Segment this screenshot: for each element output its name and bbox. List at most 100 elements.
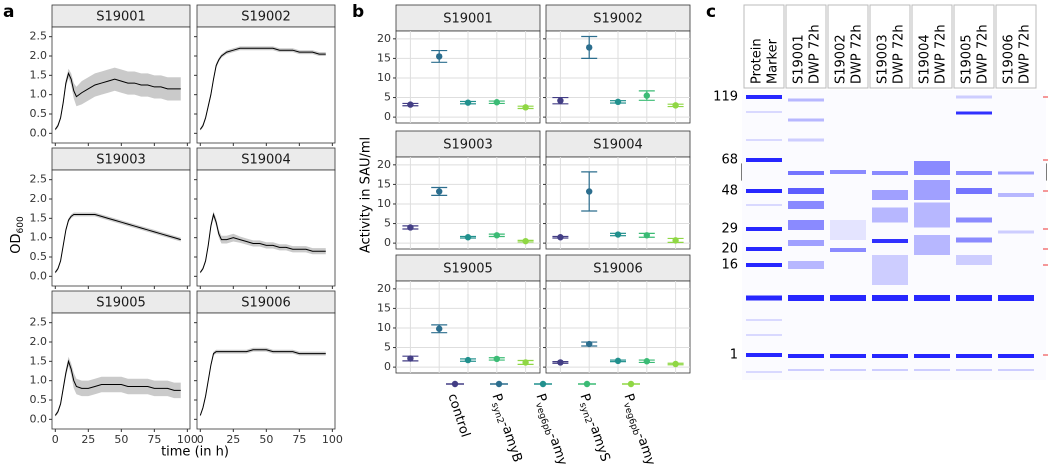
point <box>557 97 564 104</box>
legend-label: Psyn2-amyS <box>575 392 613 464</box>
marker-label: 16 <box>721 258 738 273</box>
strip <box>395 130 541 158</box>
gel-band <box>746 95 782 99</box>
gel-band <box>746 204 782 206</box>
panel-letter: c <box>706 2 716 22</box>
point <box>464 234 472 241</box>
y-tick-label: 2.5 <box>30 173 48 186</box>
legend-label-part: -amyB <box>498 420 525 464</box>
gel-band <box>956 295 992 301</box>
y-tick-label: 1.0 <box>30 88 48 101</box>
gel-band <box>872 255 908 285</box>
lane-label: S19004 <box>918 34 933 84</box>
legend-label: Psyn2-amyB <box>487 392 525 464</box>
point <box>614 231 622 238</box>
x-tick-label: 0 <box>197 433 204 446</box>
y-tick-label: 15 <box>377 51 391 64</box>
gel-band <box>956 188 992 194</box>
growth-line <box>199 349 326 416</box>
y-tick-label: 15 <box>377 301 391 314</box>
gel-band <box>788 188 824 194</box>
point <box>672 360 679 368</box>
y-tick-label: 0.0 <box>30 412 48 425</box>
marker-label: 119 <box>713 90 738 105</box>
gel-band <box>956 95 992 99</box>
growth-line <box>54 359 181 416</box>
growth-line <box>54 213 181 273</box>
lane-header <box>869 4 911 89</box>
gel-band <box>746 295 782 301</box>
gel-band <box>872 354 908 358</box>
point <box>586 188 593 195</box>
y-tick-label: 5 <box>384 217 391 230</box>
point <box>407 224 414 231</box>
strip-title: S19003 <box>96 153 146 168</box>
point <box>557 234 564 241</box>
lane-label: DWP 72h <box>1018 24 1033 84</box>
gel-band <box>746 158 782 162</box>
strip <box>545 4 691 32</box>
gel-band <box>746 263 782 267</box>
gel-band <box>746 189 782 193</box>
point <box>672 237 679 244</box>
x-tick-label: 0 <box>52 433 59 446</box>
legend-label-part: veg6pb <box>533 401 553 436</box>
lane-label: DWP 72h <box>808 24 823 84</box>
legend-label-part: syn2 <box>489 401 505 424</box>
gel-band <box>956 354 992 358</box>
x-tick-label: 75 <box>292 433 306 446</box>
y-tick-label: 1.0 <box>30 374 48 387</box>
point <box>643 358 650 365</box>
gel-band <box>830 354 866 358</box>
gel-band <box>914 180 950 200</box>
lane-label: DWP 72h <box>934 24 949 84</box>
x-tick-label: 25 <box>226 433 240 446</box>
gel-band <box>872 369 908 371</box>
gel-band <box>998 369 1034 371</box>
legend-swatch-point <box>451 380 459 388</box>
legend-label-part: -amyS <box>634 431 661 464</box>
gel-band <box>998 354 1034 358</box>
marker-label: 29 <box>721 222 738 237</box>
point <box>436 53 443 60</box>
lane-header <box>785 4 827 89</box>
gel-band <box>788 240 824 246</box>
gel-band <box>830 170 866 174</box>
y-tick-label: 0.5 <box>30 107 48 120</box>
gel-band <box>788 118 824 122</box>
strip <box>545 254 691 282</box>
point <box>643 92 650 99</box>
panel-letter: a <box>3 2 14 22</box>
gel-band <box>872 207 908 223</box>
legend-label: Pveg6pb-amyB <box>531 392 573 464</box>
point <box>557 359 564 366</box>
strip-title: S19001 <box>443 12 493 27</box>
y-axis-title: OD600 <box>9 216 26 254</box>
point <box>586 340 593 348</box>
gel-band <box>914 235 950 255</box>
plot-frame <box>196 26 336 144</box>
point <box>643 232 650 239</box>
gel-band <box>998 295 1034 301</box>
strip-title: S19002 <box>593 12 643 27</box>
growth-line <box>54 71 181 130</box>
gel-background <box>742 90 1046 380</box>
lane-header <box>911 4 953 89</box>
x-tick-label: 50 <box>259 433 273 446</box>
gel-band <box>872 171 908 175</box>
gel-band <box>914 202 950 228</box>
gel-band <box>998 193 1034 197</box>
growth-line <box>199 212 326 273</box>
lane-label: Protein <box>750 38 765 84</box>
lane-label: DWP 72h <box>976 24 991 84</box>
plot-frame <box>196 169 336 287</box>
strip-title: S19004 <box>593 138 643 153</box>
gel-band <box>914 161 950 175</box>
point <box>407 355 414 362</box>
y-tick-label: 1.5 <box>30 211 48 224</box>
point <box>522 104 529 111</box>
gel-band <box>830 295 866 301</box>
y-axis-title-sub: 600 <box>16 216 26 233</box>
point <box>522 359 529 366</box>
